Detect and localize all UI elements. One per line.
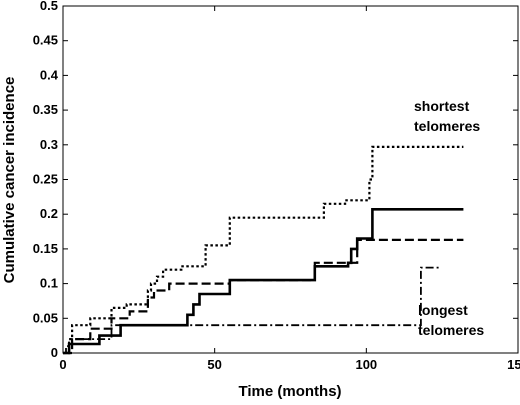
y-tick-label: 0.3 [40,137,58,152]
y-tick-label: 0.35 [33,102,58,117]
y-tick-label: 0.05 [33,310,58,325]
series-line-solid [63,208,464,355]
x-tick-label: 150 [507,357,520,372]
y-tick-label: 0.15 [33,241,58,256]
x-axis-title: Time (months) [238,383,341,400]
series-line-dotted [63,145,464,355]
y-tick-label: 0.5 [40,0,58,13]
annotation-longest-line-1: longest [418,302,468,318]
y-tick-label: 0 [51,345,58,360]
y-tick-label: 0.4 [40,67,59,82]
y-tick-label: 0.45 [33,33,58,48]
x-tick-label: 0 [59,357,66,372]
series-line-dashed [63,238,464,355]
y-axis-title: Cumulative cancer incidence [1,77,18,284]
x-tick-label: 50 [207,357,221,372]
plot-frame [62,5,519,354]
annotation-longest-line-2: telomeres [418,322,484,338]
y-axis: 0 0.05 0.1 0.15 0.2 0.25 0.3 0.35 0.4 0.45 0.5 [33,0,518,360]
y-tick-label: 0.2 [40,206,58,221]
x-tick-label: 100 [355,357,377,372]
series-line-dash-dot [63,266,440,354]
annotation-shortest-line-1: shortest [414,98,470,114]
y-tick-label: 0.1 [40,276,58,291]
x-axis: 0 50 100 150 [59,6,520,372]
y-tick-label: 0.25 [33,172,58,187]
annotation-shortest-line-2: telomeres [414,118,480,134]
plot-lines [63,145,464,355]
